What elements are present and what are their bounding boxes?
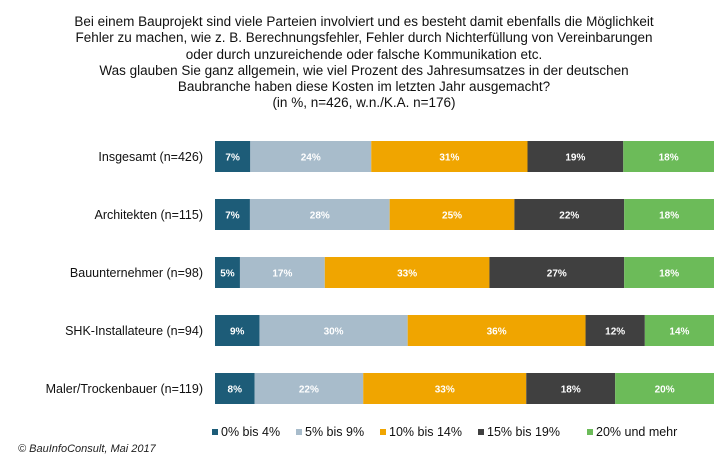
bar-segment <box>489 257 625 288</box>
bar-segment <box>249 199 390 230</box>
data-label: 22% <box>559 211 579 222</box>
bar-segment <box>615 373 714 404</box>
bar-segment <box>389 199 515 230</box>
legend-swatch <box>296 429 302 435</box>
data-label: 14% <box>669 327 689 338</box>
data-label: 24% <box>301 153 321 164</box>
bar-segment <box>239 257 325 288</box>
data-label: 9% <box>230 327 245 338</box>
data-label: 25% <box>442 211 462 222</box>
chart-title: Bei einem Bauprojekt sind viele Parteien… <box>0 14 728 112</box>
bar-segment <box>324 257 490 288</box>
data-label: 18% <box>659 153 679 164</box>
legend-label: 5% bis 9% <box>305 425 364 439</box>
bar-segment <box>514 199 625 230</box>
data-label: 5% <box>220 269 235 280</box>
data-label: 17% <box>272 269 292 280</box>
data-label: 22% <box>299 385 319 396</box>
legend-label: 10% bis 14% <box>389 425 462 439</box>
legend-swatch <box>587 429 593 435</box>
bar-segment <box>623 141 714 172</box>
data-label: 18% <box>659 269 679 280</box>
bar-segment <box>215 315 260 346</box>
data-label: 36% <box>487 327 507 338</box>
data-label: 20% <box>655 385 675 396</box>
bar-segment <box>215 141 251 172</box>
legend-label: 20% und mehr <box>596 425 677 439</box>
bar-segment <box>215 257 240 288</box>
bar-segment <box>526 373 616 404</box>
title-line: Fehler zu machen, wie z. B. Berechnungsf… <box>75 30 653 46</box>
data-label: 18% <box>659 211 679 222</box>
bar-segment <box>624 199 714 230</box>
data-label: 30% <box>324 327 344 338</box>
data-label: 18% <box>561 385 581 396</box>
bar-segment <box>371 141 528 172</box>
category-label: Bauunternehmer (n=98) <box>70 266 203 280</box>
bar-segment <box>254 373 364 404</box>
data-label: 33% <box>435 385 455 396</box>
data-label: 19% <box>565 153 585 164</box>
bar-segment <box>624 257 714 288</box>
data-label: 33% <box>397 269 417 280</box>
copyright-footer: © BauInfoConsult, Mai 2017 <box>18 443 156 455</box>
category-label: Maler/Trockenbauer (n=119) <box>46 382 203 396</box>
data-label: 31% <box>439 153 459 164</box>
category-label: Insgesamt (n=426) <box>98 150 203 164</box>
data-label: 8% <box>228 385 243 396</box>
bar-segment <box>250 141 372 172</box>
legend-label: 0% bis 4% <box>221 425 280 439</box>
category-label: Architekten (n=115) <box>94 208 203 222</box>
category-label: SHK-Installateure (n=94) <box>65 324 203 338</box>
title-line: Baubranche haben diese Kosten im letzten… <box>177 79 551 95</box>
bar-segment <box>527 141 624 172</box>
title-line: Bei einem Bauprojekt sind viele Parteien… <box>74 14 654 29</box>
title-line: (in %, n=426, w.n./K.A. n=176) <box>272 95 456 111</box>
data-label: 7% <box>225 211 240 222</box>
legend-swatch <box>212 429 218 435</box>
bar-segment <box>215 373 255 404</box>
legend-swatch <box>478 429 484 435</box>
title-line: oder durch unzureichende oder falsche Ko… <box>185 46 543 62</box>
data-label: 27% <box>547 269 567 280</box>
bar-segment <box>585 315 645 346</box>
title-line: Was glauben Sie ganz allgemein, wie viel… <box>99 62 629 78</box>
data-label: 7% <box>225 153 240 164</box>
bar-segment <box>407 315 586 346</box>
data-label: 28% <box>310 211 330 222</box>
bar-segment <box>363 373 527 404</box>
bar-segment <box>259 315 408 346</box>
bar-segment <box>215 199 250 230</box>
bar-segment <box>644 315 714 346</box>
legend-label: 15% bis 19% <box>487 425 560 439</box>
data-label: 12% <box>605 327 625 338</box>
legend-swatch <box>380 429 386 435</box>
